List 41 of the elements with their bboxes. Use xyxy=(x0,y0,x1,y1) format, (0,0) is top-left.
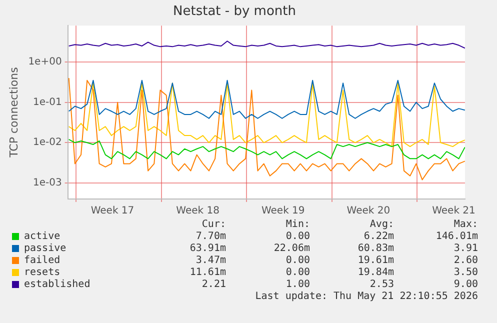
text: 6.22m xyxy=(362,231,394,243)
legend-label: active xyxy=(23,231,62,243)
legend-label: failed xyxy=(23,255,62,267)
text: 19.61m xyxy=(356,255,394,267)
text: 22.06m xyxy=(272,243,310,255)
text: Last update: Thu May 21 22:10:55 2026 xyxy=(254,291,478,303)
text: 0.00 xyxy=(284,267,310,279)
text: 1.00 xyxy=(284,279,310,291)
text: Cur: xyxy=(200,219,226,231)
text: 3.50 xyxy=(452,267,478,279)
text: 3.47m xyxy=(194,255,226,267)
y-tick-label: 1e-02 xyxy=(32,137,62,148)
x-tick-label: Week 21 xyxy=(432,206,476,217)
text: 0.00 xyxy=(284,231,310,243)
x-tick-label: Week 18 xyxy=(176,206,220,217)
text: 63.91m xyxy=(188,243,226,255)
x-tick-label: Week 19 xyxy=(261,206,305,217)
text: 19.84m xyxy=(356,267,394,279)
chart-title: Netstat - by month xyxy=(173,4,296,20)
text: 146.01m xyxy=(434,231,478,243)
text: 3.91 xyxy=(452,243,478,255)
text: Avg: xyxy=(368,219,394,231)
text: 11.61m xyxy=(188,267,226,279)
text: Max: xyxy=(452,219,478,231)
text: 2.21 xyxy=(200,279,226,291)
x-tick-label: Week 17 xyxy=(90,206,134,217)
legend-label: established xyxy=(23,279,92,291)
text: 60.83m xyxy=(356,243,394,255)
y-tick-label: 1e-01 xyxy=(32,96,62,108)
text: 9.00 xyxy=(452,279,478,291)
y-axis-title: TCP connections xyxy=(7,66,20,158)
y-tick-label: 1e-03 xyxy=(32,178,62,189)
text: 2.53 xyxy=(368,279,394,291)
legend-label: passive xyxy=(23,243,68,255)
legend-label: resets xyxy=(23,267,62,279)
text: Min: xyxy=(284,219,310,231)
text: 2.60 xyxy=(452,255,478,267)
text: 0.00 xyxy=(284,255,310,267)
y-tick-label: 1e+00 xyxy=(28,56,62,68)
text: 7.70m xyxy=(194,231,226,243)
x-tick-label: Week 20 xyxy=(346,206,390,217)
